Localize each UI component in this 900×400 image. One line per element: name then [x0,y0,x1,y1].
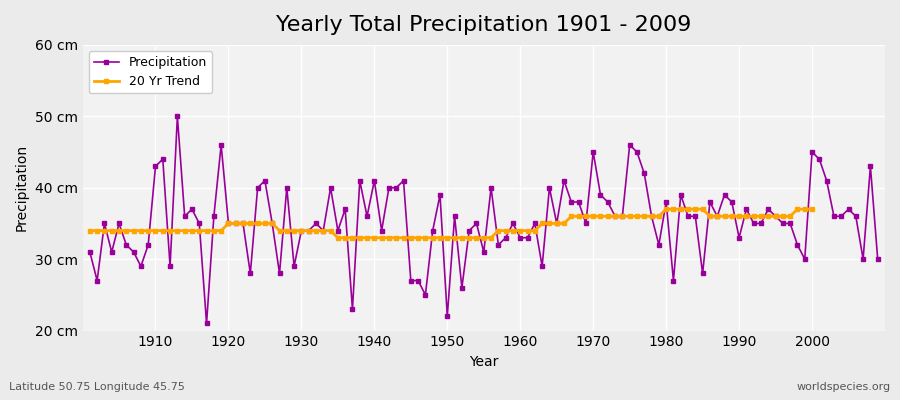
Precipitation [529,221,540,226]
Text: Latitude 50.75 Longitude 45.75: Latitude 50.75 Longitude 45.75 [9,382,184,392]
Precipitation [362,214,373,219]
Text: worldspecies.org: worldspecies.org [796,382,891,392]
Precipitation [143,242,154,247]
Precipitation [617,214,628,219]
20 Yr Trend [661,207,671,212]
Legend: Precipitation, 20 Yr Trend: Precipitation, 20 Yr Trend [89,51,212,93]
20 Yr Trend [763,214,774,219]
Precipitation [172,114,183,119]
Title: Yearly Total Precipitation 1901 - 2009: Yearly Total Precipitation 1901 - 2009 [276,15,691,35]
20 Yr Trend [223,221,234,226]
20 Yr Trend [522,228,533,233]
20 Yr Trend [785,214,796,219]
Line: Precipitation: Precipitation [88,114,879,325]
20 Yr Trend [332,235,343,240]
X-axis label: Year: Year [469,355,499,369]
Precipitation [318,228,328,233]
20 Yr Trend [464,235,474,240]
Precipitation [85,250,95,254]
Y-axis label: Precipitation: Precipitation [15,144,29,231]
Line: 20 Yr Trend: 20 Yr Trend [88,208,814,240]
Precipitation [202,321,212,326]
20 Yr Trend [252,221,263,226]
20 Yr Trend [85,228,95,233]
Precipitation [872,257,883,262]
Precipitation [522,235,533,240]
20 Yr Trend [806,207,817,212]
